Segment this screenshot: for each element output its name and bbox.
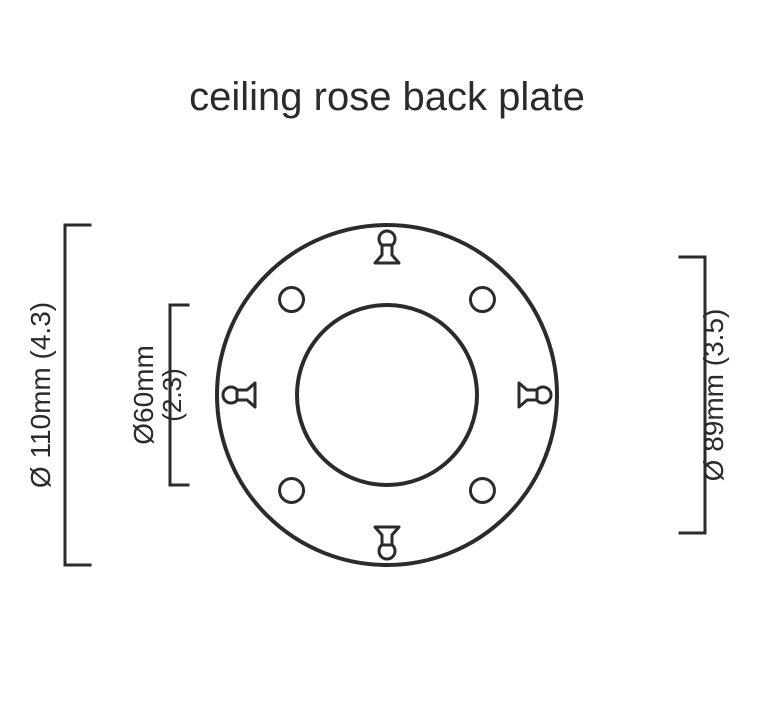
screw-icon: [375, 527, 399, 559]
dimension-label: Ø60mm: [128, 345, 159, 445]
dimension-label-group: Ø 110mm (4.3): [25, 302, 56, 488]
screw-icon: [519, 383, 551, 407]
technical-drawing: Ø 110mm (4.3) Ø60mm(2.3) Ø 89mm (3.5): [0, 0, 774, 705]
dimension-label: Ø 89mm (3.5): [698, 309, 729, 482]
mounting-hole: [280, 288, 304, 312]
inner-aperture-circle: [297, 305, 477, 485]
screw-icon: [223, 383, 255, 407]
dimension-label: Ø 110mm (4.3): [25, 302, 56, 488]
mounting-hole: [470, 478, 494, 502]
dimension-label-group: Ø60mm(2.3): [128, 345, 187, 445]
outer-plate-circle: [217, 225, 557, 565]
dimension-label-sub: (2.3): [157, 368, 187, 421]
dimension-label-group: Ø 89mm (3.5): [698, 309, 729, 482]
screw-icon: [375, 231, 399, 263]
dimension-bracket: [65, 225, 90, 565]
mounting-hole: [280, 478, 304, 502]
mounting-hole: [470, 288, 494, 312]
diagram-container: ceiling rose back plate Ø 110mm (4.3)Ø60…: [0, 0, 774, 705]
